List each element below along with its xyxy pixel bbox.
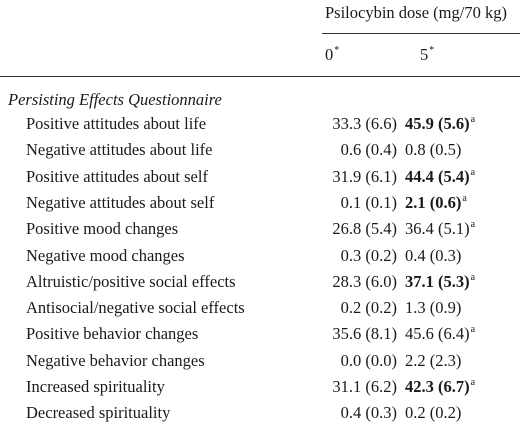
value-dose-0: 0.2 (0.2) [340, 298, 397, 318]
row-label: Positive attitudes about life [26, 114, 207, 133]
footnote-mark: a [470, 271, 476, 283]
column-header-label: 0 [325, 45, 334, 64]
row-label: Altruistic/positive social effects [26, 271, 236, 291]
row-label: Positive behavior changes [26, 324, 199, 344]
value-dose-5: 0.8 (0.5) [405, 140, 511, 160]
value-dose-5: 36.4 (5.1)a [405, 219, 511, 239]
table-row: Negative behavior changes 0.0 (0.0) 2.2 (2… [0, 351, 520, 375]
value-dose-5: 42.3 (6.7)a [405, 377, 511, 397]
table-row: Positive attitudes about life 33.3 (6.6) 4… [0, 114, 520, 138]
table-row: Decreased spirituality 0.4 (0.3) 0.2 (0.2) [0, 403, 520, 427]
table-row: Antisocial/negative social effects 0.2 (0… [0, 298, 520, 322]
value-dose-0: 28.3 (6.0) [332, 271, 397, 291]
value-dose-5: 2.2 (2.3) [405, 351, 511, 371]
table-row: Positive attitudes about self 31.9 (6.1) 4… [0, 167, 520, 191]
footnote-mark: a [470, 324, 476, 336]
value-dose-0: 0.3 (0.2) [340, 245, 397, 265]
value-dose-5-number: 2.2 (2.3) [405, 350, 462, 370]
value-dose-5-number: 36.4 (5.1) [405, 219, 470, 239]
value-dose-0: 0.4 (0.3) [340, 403, 397, 423]
value-dose-5: 0.4 (0.3) [405, 246, 511, 266]
value-dose-0: 31.1 (6.2) [332, 377, 397, 396]
value-dose-5-number: 2.1 (0.6) [405, 192, 462, 212]
value-dose-5: 44.4 (5.4)a [405, 167, 511, 187]
value-dose-0: 35.6 (8.1) [332, 324, 397, 344]
value-dose-5-number: 42.3 (6.7) [405, 377, 470, 396]
value-dose-0: 0.0 (0.0) [340, 350, 397, 370]
column-header-dose-5: 5* [420, 45, 434, 65]
table-row: Positive behavior changes 35.6 (8.1) 45.6 … [0, 324, 520, 348]
value-dose-0: 0.1 (0.1) [340, 192, 397, 212]
value-dose-0: 26.8 (5.4) [332, 219, 397, 239]
value-dose-5: 37.1 (5.3)a [405, 272, 511, 292]
table-row: Altruistic/positive social effects 28.3 (… [0, 272, 520, 296]
value-dose-5-number: 44.4 (5.4) [405, 166, 470, 186]
table-row: Negative attitudes about life 0.6 (0.4) 0.… [0, 140, 520, 164]
value-dose-5: 45.9 (5.6)a [405, 114, 511, 134]
table-row: Increased spirituality 31.1 (6.2) 42.3 (6.… [0, 377, 520, 401]
row-label: Negative mood changes [26, 245, 185, 265]
row-label: Positive mood changes [26, 219, 179, 239]
header-rule [322, 33, 520, 34]
footnote-mark: a [470, 114, 476, 125]
footnote-mark: a [470, 377, 476, 388]
row-label: Negative behavior changes [26, 350, 205, 370]
value-dose-5: 1.3 (0.9) [405, 298, 511, 318]
row-label: Negative attitudes about self [26, 192, 215, 212]
value-dose-5-number: 0.4 (0.3) [405, 245, 462, 265]
footnote-mark: a [470, 219, 476, 231]
value-dose-5-number: 0.2 (0.2) [405, 403, 462, 423]
value-dose-5-number: 1.3 (0.9) [405, 298, 462, 318]
value-dose-5-number: 37.1 (5.3) [405, 271, 470, 291]
footnote-mark: a [470, 166, 476, 178]
footnote-mark: a [462, 192, 467, 204]
section-rule [0, 76, 520, 77]
column-header-label: 5 [420, 45, 429, 64]
value-dose-5: 45.6 (6.4)a [405, 324, 511, 344]
value-dose-5-number: 0.8 (0.5) [405, 140, 462, 160]
row-label: Antisocial/negative social effects [26, 298, 245, 318]
value-dose-5-number: 45.9 (5.6) [405, 114, 470, 133]
value-dose-0: 33.3 (6.6) [332, 114, 397, 133]
value-dose-5: 2.1 (0.6)a [405, 193, 511, 213]
value-dose-5: 0.2 (0.2) [405, 403, 511, 423]
row-label: Increased spirituality [26, 377, 165, 396]
column-header-mark: * [334, 45, 340, 56]
row-label: Negative attitudes about life [26, 140, 213, 160]
table-row: Negative attitudes about self 0.1 (0.1) 2.… [0, 193, 520, 217]
row-label: Positive attitudes about self [26, 166, 208, 186]
column-header-dose-0: 0* [325, 45, 339, 65]
value-dose-5-number: 45.6 (6.4) [405, 324, 470, 344]
row-label: Decreased spirituality [26, 403, 171, 423]
table-row: Negative mood changes 0.3 (0.2) 0.4 (0.3) [0, 246, 520, 270]
section-title: Persisting Effects Questionnaire [8, 90, 222, 109]
dose-header: Psilocybin dose (mg/70 kg) [325, 3, 507, 22]
table-row: Positive mood changes 26.8 (5.4) 36.4 (5.1… [0, 219, 520, 243]
column-header-mark: * [429, 45, 435, 56]
value-dose-0: 0.6 (0.4) [340, 140, 397, 160]
value-dose-0: 31.9 (6.1) [332, 166, 397, 186]
